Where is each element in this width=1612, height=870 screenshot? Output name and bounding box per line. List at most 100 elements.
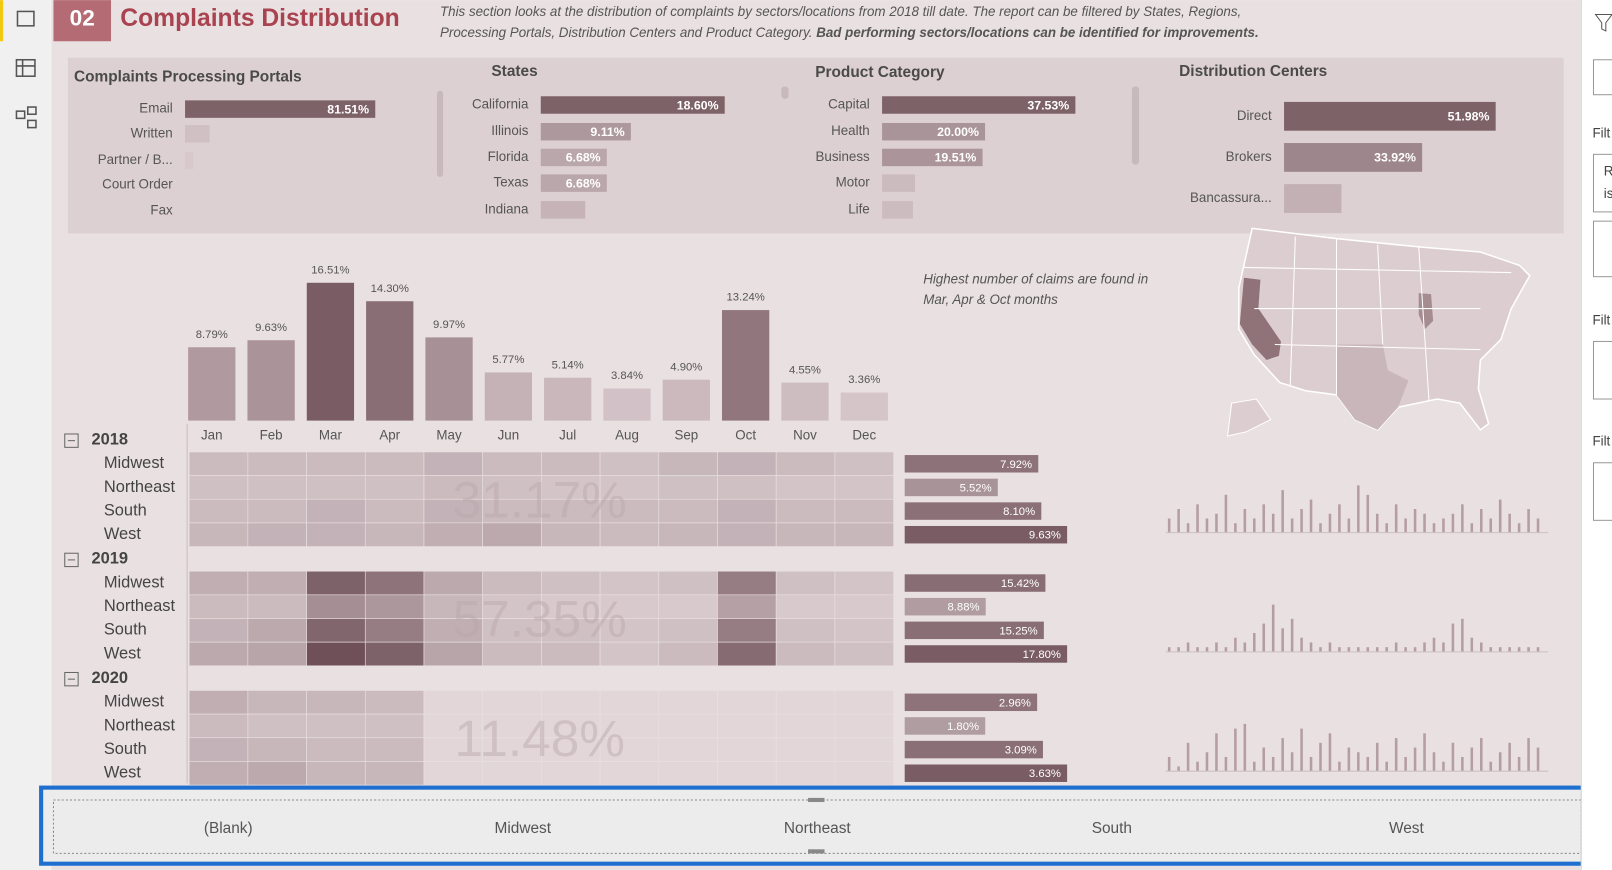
model-icon[interactable] (15, 110, 26, 120)
heat-cell (717, 713, 777, 739)
region-label: Northeast (104, 478, 176, 496)
pane-box[interactable] (1592, 153, 1612, 213)
category-label: Fax (150, 202, 173, 217)
heat-cell (775, 713, 836, 739)
column-label: 4.90% (670, 361, 702, 373)
description: This section looks at the distribution o… (440, 4, 1241, 19)
expand-toggle[interactable] (64, 552, 79, 568)
month-label: Jul (559, 428, 576, 443)
heat-cell (306, 570, 366, 596)
spark-bar (1196, 647, 1199, 652)
heat-cell (306, 761, 366, 786)
spark-bar (1186, 742, 1190, 772)
region-bar-label: 17.80% (1023, 649, 1061, 661)
heat-cell (364, 498, 425, 524)
region-bar (904, 645, 1068, 663)
heat-cell (717, 570, 777, 596)
column (662, 379, 710, 421)
slicer-option[interactable]: (Blank) (204, 820, 253, 837)
expand-toggle[interactable] (64, 433, 79, 448)
region-bar (904, 574, 1046, 592)
heat-cell (364, 475, 425, 500)
filter-icon[interactable] (1594, 14, 1612, 32)
map (1226, 227, 1531, 437)
heat-cell (775, 451, 836, 476)
heat-cell (364, 737, 425, 762)
heat-cell (658, 737, 718, 762)
bar (185, 125, 210, 143)
month-label: Apr (379, 428, 400, 443)
spark-bar (1328, 642, 1332, 652)
spark-bar (1253, 761, 1256, 772)
heat-cell (188, 475, 249, 500)
spark-bar (1271, 513, 1275, 533)
region-bar (904, 525, 1068, 544)
category-label: Life (848, 201, 870, 216)
report-icon[interactable] (16, 10, 35, 27)
pane-box[interactable] (1592, 462, 1612, 521)
spark-bar (1290, 618, 1294, 652)
category-label: Email (139, 101, 172, 116)
spark-bar (1319, 647, 1322, 652)
spark-bar (1205, 752, 1209, 772)
column-label: 4.55% (789, 364, 821, 376)
category-label: Capital (828, 97, 870, 112)
region-bar-label: 8.88% (948, 602, 980, 614)
heat-cell (306, 737, 366, 762)
heat-cell (658, 713, 718, 739)
heat-cell (658, 570, 718, 596)
region-bar-label: 3.63% (1029, 768, 1061, 780)
spark-bar (1432, 637, 1436, 652)
column (722, 310, 770, 421)
spark-bar (1498, 499, 1502, 533)
pane-box[interactable] (1592, 59, 1612, 96)
region-label: West (104, 644, 142, 662)
region-bar (904, 693, 1038, 712)
region-bar-label: 15.25% (999, 625, 1037, 637)
region-bar-label: 3.09% (1005, 745, 1037, 757)
spark-bar (1404, 518, 1407, 533)
slicer-option[interactable]: Midwest (495, 820, 552, 837)
slicer-option[interactable]: West (1389, 820, 1425, 837)
region-bar (904, 478, 998, 497)
spark-bar (1394, 738, 1398, 772)
region-label: Northeast (104, 716, 176, 734)
column-label: 13.24% (726, 292, 764, 304)
heat-cell (188, 713, 249, 739)
spark-bar (1461, 504, 1464, 533)
heat-cell (247, 761, 307, 786)
region-bar (904, 621, 1044, 640)
spark-bar (1243, 642, 1247, 652)
year-label: 2018 (91, 430, 128, 448)
spark-bar (1432, 752, 1436, 772)
bar (882, 148, 983, 167)
column-label: 3.84% (611, 370, 643, 382)
data-icon[interactable] (15, 58, 36, 77)
expand-toggle[interactable] (64, 671, 79, 687)
region-bar (904, 740, 1043, 759)
card-title: Product Category (815, 64, 945, 81)
spark-bar (1309, 642, 1313, 652)
spark-bar (1262, 747, 1266, 772)
slicer-option[interactable]: South (1092, 820, 1132, 837)
spark-bar (1309, 756, 1313, 772)
spark-bar (1243, 509, 1247, 533)
heat-cell (834, 570, 894, 596)
spark-bar (1394, 642, 1398, 652)
slicer-option[interactable]: Northeast (784, 820, 852, 837)
annotation: Highest number of claims are found in (923, 271, 1148, 286)
bar (540, 96, 725, 114)
spark-bar (1290, 752, 1294, 772)
card-title: States (491, 63, 537, 80)
bar-label: 81.51% (327, 102, 369, 116)
spark-bar (1375, 742, 1379, 772)
content: Complaints Processing Portals Email 81.51%… (64, 63, 1549, 786)
heat-cell (658, 498, 718, 524)
pane-box[interactable] (1592, 340, 1612, 400)
heat-cell (306, 618, 366, 643)
category-label: Florida (488, 149, 529, 164)
heat-cell (247, 475, 307, 500)
spark-bar (1479, 738, 1483, 772)
pane-box[interactable] (1592, 220, 1612, 278)
category-label: Indiana (485, 201, 529, 216)
